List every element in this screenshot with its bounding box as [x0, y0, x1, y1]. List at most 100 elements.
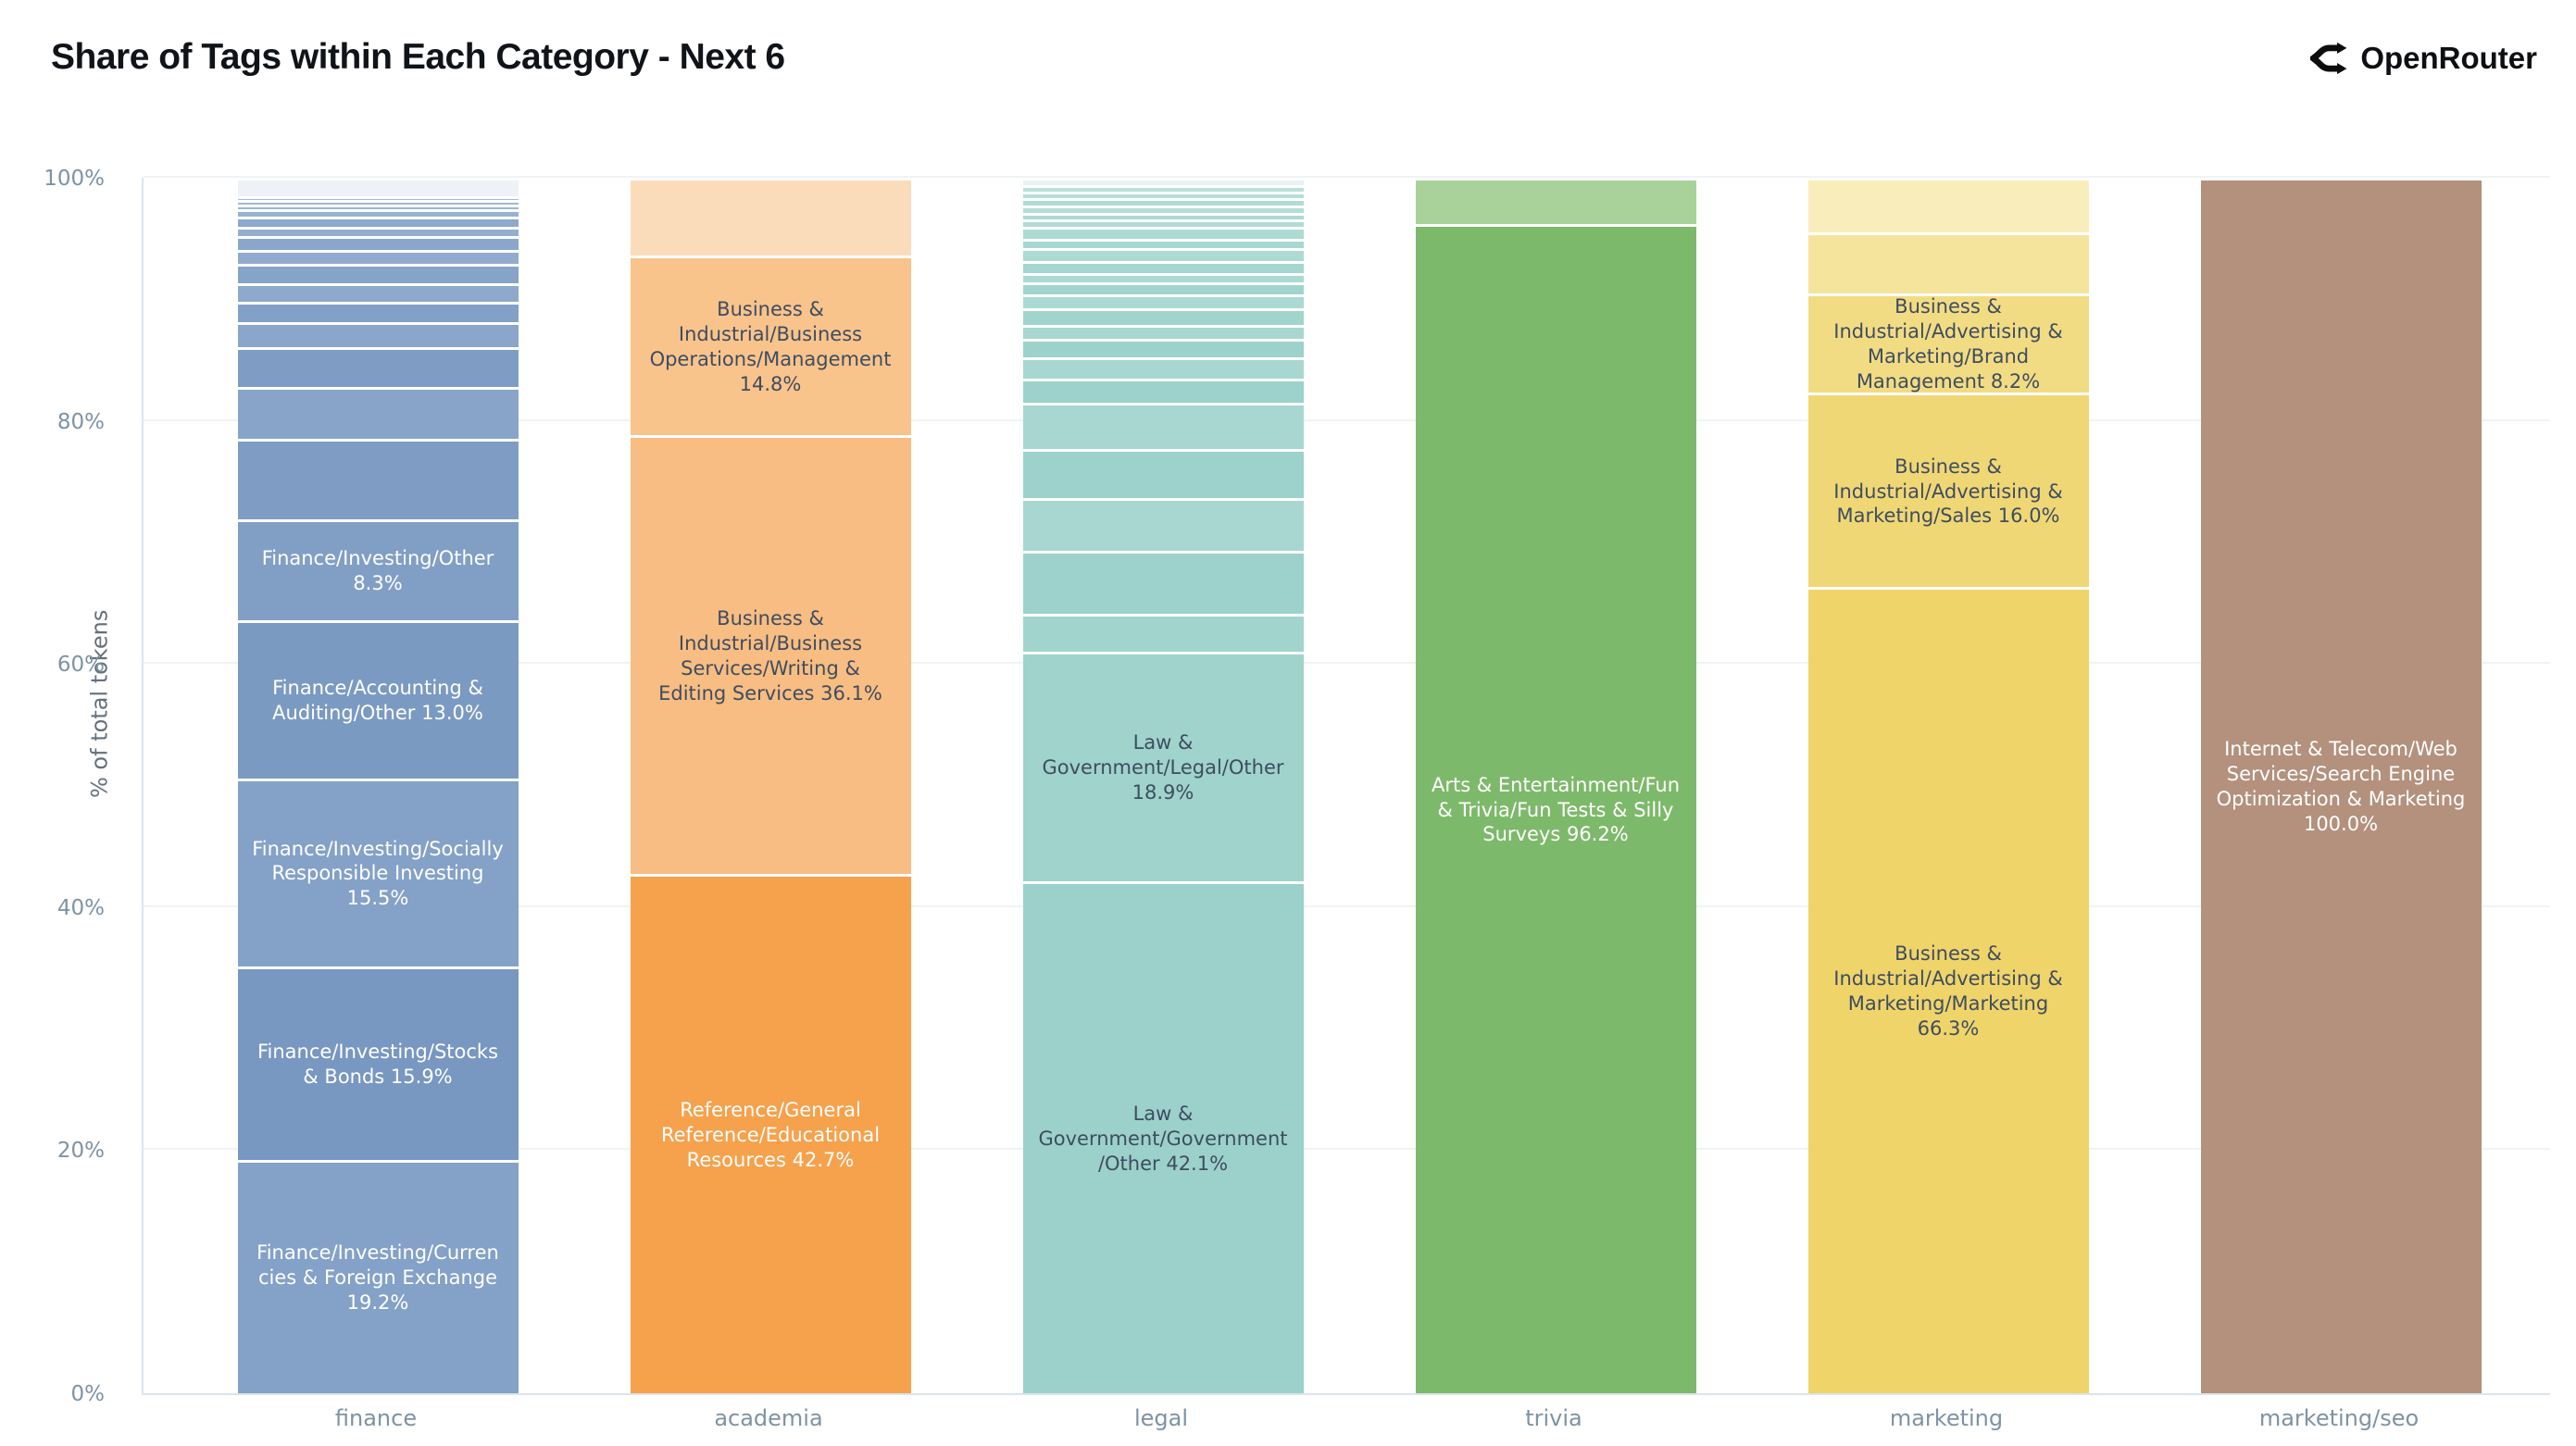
bar-legal: Law & Government/Government/Other 42.1% L…	[1022, 178, 1304, 1393]
bar-segment[interactable]	[1022, 281, 1304, 294]
bar-segment[interactable]	[1022, 239, 1304, 249]
bar-segment[interactable]	[237, 264, 519, 284]
bar-segment[interactable]	[237, 386, 519, 440]
bar-segment[interactable]	[1022, 219, 1304, 228]
segment-label: Internet & Telecom/Web Services/Search E…	[2216, 738, 2466, 835]
bar-segment[interactable]: Business & Industrial/Advertising & Mark…	[1807, 393, 2089, 588]
bar-segment[interactable]	[1022, 497, 1304, 551]
bar-segment[interactable]	[1022, 325, 1304, 340]
bar-segment[interactable]	[1022, 449, 1304, 498]
bar-segment[interactable]	[1022, 356, 1304, 379]
bar-segment[interactable]	[237, 226, 519, 237]
y-tick-label: 60%	[56, 653, 105, 678]
segment-label: Law & Government/Government/Other 42.1%	[1038, 1102, 1288, 1175]
bar-segment[interactable]	[1022, 272, 1304, 282]
bar-segment[interactable]	[1022, 198, 1304, 206]
bar-segment[interactable]	[1022, 212, 1304, 220]
bar-segment[interactable]: Finance/Investing/Other 8.3%	[237, 518, 519, 620]
bar-marketing: Business & Industrial/Advertising & Mark…	[1807, 178, 2089, 1393]
bar-segment[interactable]	[237, 178, 519, 196]
segment-label: Business & Industrial/Business Operation…	[649, 297, 892, 395]
segment-label: Business & Industrial/Advertising & Mark…	[1833, 295, 2063, 393]
bar-segment[interactable]	[237, 217, 519, 227]
gridline	[144, 904, 2550, 907]
segment-label: Finance/Investing/Stocks & Bonds 15.9%	[256, 1041, 499, 1089]
bar-segment[interactable]	[1022, 378, 1304, 404]
bar-segment[interactable]	[1022, 178, 1304, 186]
bar-segment[interactable]: Business & Industrial/Advertising & Mark…	[1807, 293, 2089, 393]
y-tick-label: 100%	[44, 167, 105, 191]
bar-segment[interactable]	[237, 439, 519, 519]
bar-segment[interactable]	[1807, 232, 2089, 293]
bar-segment[interactable]	[237, 209, 519, 218]
bar-segment[interactable]: Finance/Investing/Currencies & Foreign E…	[237, 1159, 519, 1393]
bar-segment[interactable]: Finance/Investing/Stocks & Bonds 15.9%	[237, 966, 519, 1160]
bar-segment[interactable]: Finance/Accounting & Auditing/Other 13.0…	[237, 619, 519, 779]
y-tick-label: 80%	[56, 409, 105, 434]
bar-segment[interactable]	[1807, 178, 2089, 233]
x-axis-label: marketing/seo	[2258, 1405, 2420, 1431]
bar-segment[interactable]	[1022, 307, 1304, 326]
y-tick-label: 20%	[56, 1139, 105, 1164]
page-title: Share of Tags within Each Category - Nex…	[51, 37, 785, 77]
bar-segment[interactable]	[1022, 339, 1304, 357]
segment-label: Finance/Accounting & Auditing/Other 13.0…	[272, 676, 483, 724]
bar-segment[interactable]: Business & Industrial/Business Services/…	[630, 435, 911, 875]
bar-segment[interactable]: Finance/Investing/Socially Responsible I…	[237, 778, 519, 967]
bar-academia: Reference/General Reference/Educational …	[630, 178, 911, 1393]
segment-label: Finance/Investing/Other 8.3%	[261, 547, 494, 594]
segment-label: Business & Industrial/Business Services/…	[658, 607, 882, 704]
gridline	[144, 176, 2550, 178]
bar-segment[interactable]	[1022, 227, 1304, 240]
bar-segment[interactable]	[1022, 293, 1304, 308]
bar-segment[interactable]	[237, 283, 519, 302]
bar-segment[interactable]: Business & Industrial/Advertising & Mark…	[1807, 587, 2089, 1393]
segment-label: Law & Government/Legal/Other 18.9%	[1042, 731, 1284, 804]
segment-label: Reference/General Reference/Educational …	[660, 1098, 881, 1171]
x-axis-label: trivia	[1525, 1405, 1582, 1431]
segment-label: Finance/Investing/Currencies & Foreign E…	[256, 1241, 499, 1314]
bar-segment[interactable]	[1022, 403, 1304, 450]
x-axis-label: legal	[1133, 1405, 1189, 1431]
header: Share of Tags within Each Category - Nex…	[0, 0, 2576, 120]
plot-area: 0% 20% 40% 60% 80% 100% Finance/Investing/Curr…	[44, 167, 2550, 1406]
bar-segment[interactable]: Law & Government/Legal/Other 18.9%	[1022, 652, 1304, 882]
bar-segment[interactable]	[237, 301, 519, 323]
brand-logo[interactable]: OpenRouter	[2310, 41, 2537, 76]
segment-label: Business & Industrial/Advertising & Mark…	[1833, 455, 2063, 528]
bar-segment[interactable]: Law & Government/Government/Other 42.1%	[1022, 881, 1304, 1393]
y-tick-label: 0%	[70, 1382, 106, 1406]
bar-segment[interactable]	[237, 195, 519, 200]
bar-segment[interactable]	[237, 236, 519, 250]
gridline	[144, 418, 2550, 421]
y-axis-title: % of total tokens	[86, 609, 113, 798]
y-tick-label: 40%	[56, 895, 105, 920]
bar-segment[interactable]: Arts & Entertainment/Fun & Trivia/Fun Te…	[1415, 223, 1696, 1393]
bar-segment[interactable]	[237, 346, 519, 387]
bar-segment[interactable]	[1022, 260, 1304, 273]
bar-segment[interactable]: Internet & Telecom/Web Services/Search E…	[2200, 178, 2482, 1393]
bar-segment[interactable]	[1022, 248, 1304, 261]
bar-segment[interactable]	[1022, 205, 1304, 213]
bar-trivia: Arts & Entertainment/Fun & Trivia/Fun Te…	[1415, 178, 1696, 1393]
bar-segment[interactable]	[630, 178, 911, 256]
bar-marketing/seo: Internet & Telecom/Web Services/Search E…	[2200, 178, 2482, 1393]
segment-label: Arts & Entertainment/Fun & Trivia/Fun Te…	[1431, 773, 1681, 846]
bar-segment[interactable]	[1022, 192, 1304, 199]
bar-segment[interactable]	[237, 204, 519, 210]
bar-segment[interactable]	[237, 249, 519, 265]
segment-label: Finance/Investing/Socially Responsible I…	[252, 837, 504, 910]
bar-segment[interactable]	[237, 322, 519, 347]
bar-segment[interactable]: Business & Industrial/Business Operation…	[630, 256, 911, 436]
gridline	[144, 662, 2550, 665]
bar-segment[interactable]	[1415, 178, 1696, 224]
bar-segment[interactable]	[237, 199, 519, 205]
gridline	[144, 1148, 2550, 1151]
bar-segment[interactable]	[1022, 613, 1304, 653]
x-axis-label: academia	[714, 1405, 823, 1431]
x-axis-label: marketing	[1889, 1405, 2004, 1431]
bar-segment[interactable]	[1022, 185, 1304, 193]
bar-segment[interactable]: Reference/General Reference/Educational …	[630, 874, 911, 1393]
bar-segment[interactable]	[1022, 550, 1304, 614]
